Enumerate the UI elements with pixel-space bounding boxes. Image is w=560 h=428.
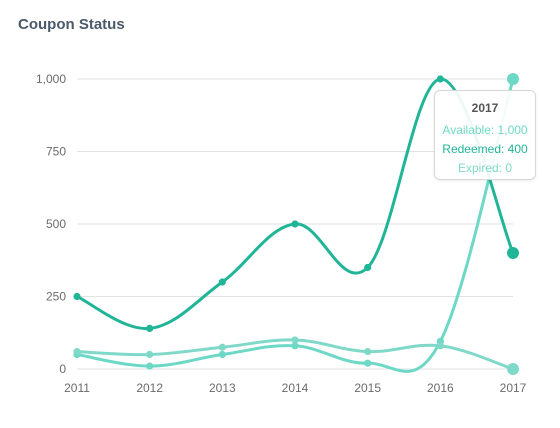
tooltip-expired: Expired: 0 [457,161,513,175]
series-line-available [75,77,515,373]
series-points [73,73,519,375]
y-tick-label: 250 [46,290,66,304]
x-tick-label: 2013 [209,381,236,395]
y-tick-label: 0 [59,362,66,376]
point-redeemed-2015[interactable] [364,263,372,272]
x-tick-label: 2011 [64,381,90,395]
point-available-2012[interactable] [146,362,154,370]
point-expired-2017[interactable] [507,363,519,375]
point-redeemed-2013[interactable] [218,278,226,286]
card-title: Coupon Status [18,16,125,33]
point-redeemed-2014[interactable] [291,220,299,228]
point-expired-2016[interactable] [436,342,444,350]
y-tick-label: 500 [46,217,66,231]
tooltip-title: 2017 [471,101,499,115]
x-tick-label: 2014 [282,381,309,395]
point-expired-2014[interactable] [291,336,299,344]
x-tick-label: 2012 [136,381,163,395]
y-tick-label: 750 [46,145,66,159]
point-available-2015[interactable] [364,359,372,367]
point-available-2017[interactable] [507,73,519,85]
y-tick-label: 1,000 [36,72,66,86]
x-tick-label: 2016 [427,381,454,395]
point-expired-2015[interactable] [364,348,372,356]
point-expired-2013[interactable] [218,343,226,351]
point-redeemed-2017[interactable] [507,247,519,259]
tooltip-available: Available: 1,000 [442,123,528,137]
tooltip-redeemed: Redeemed: 400 [442,142,528,156]
axis-labels: 0 250 500 750 1,000 2011 2012 2013 2014 2015 2016 2… [36,72,527,395]
chart-tooltip: 2017 Available: 1,000 Redeemed: 400 Expi… [434,90,536,180]
point-redeemed-2016[interactable] [436,75,444,83]
point-available-2013[interactable] [218,350,226,359]
point-redeemed-2011[interactable] [73,292,81,301]
point-available-2014[interactable] [291,342,299,350]
series-line-redeemed [75,77,515,330]
point-redeemed-2012[interactable] [146,324,154,332]
point-expired-2012[interactable] [146,350,154,359]
x-tick-label: 2015 [354,381,381,395]
x-tick-label: 2017 [500,381,527,395]
point-expired-2011[interactable] [73,348,81,356]
